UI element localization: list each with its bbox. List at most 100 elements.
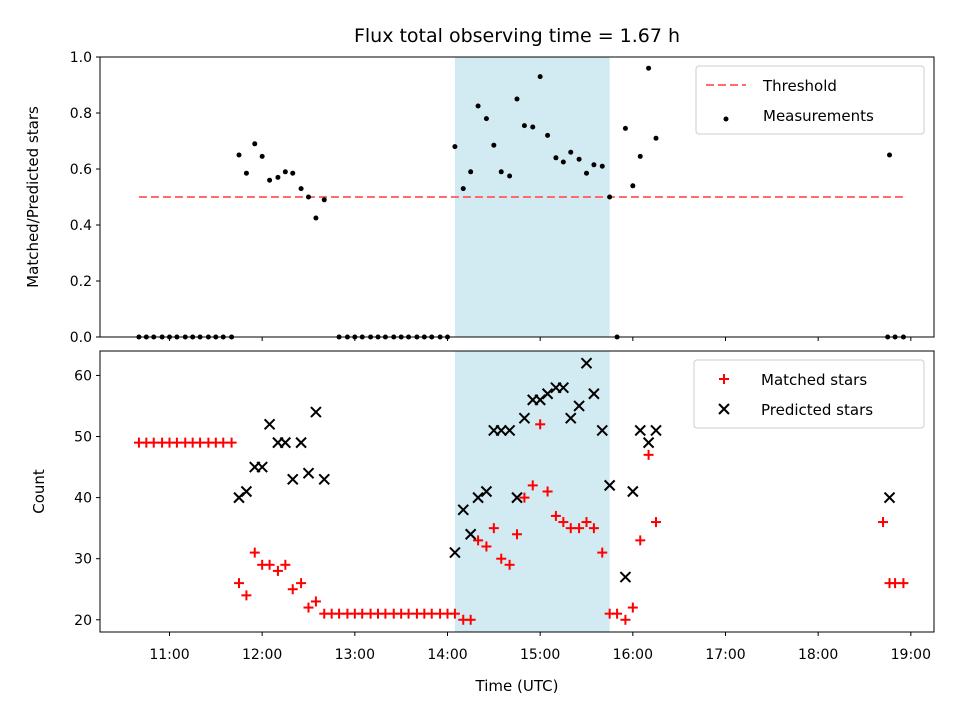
top-point-dot	[576, 156, 582, 162]
bottom-point-plus	[890, 578, 901, 589]
top-point-dot	[460, 186, 466, 192]
bottom-point-x-b	[256, 461, 268, 473]
top-point-dot	[607, 194, 613, 200]
top-point-dot	[321, 197, 327, 203]
bottom-point-x-b	[619, 571, 632, 583]
legend-label: Measurements	[763, 107, 874, 125]
top-point-dot	[298, 186, 304, 192]
bottom-point-plus	[488, 523, 499, 534]
top-point-dot	[530, 124, 536, 130]
bottom-point-x	[240, 485, 253, 498]
top-point-dot	[591, 162, 597, 168]
top-panel: 0.0 0.2 0.4 0.6 0.8 1.0 Matched/Predicted star…	[24, 50, 935, 346]
top-y-tick-label: 0.6	[70, 162, 92, 178]
top-y-tick-label: 0.0	[70, 330, 92, 346]
bottom-point-plus	[550, 510, 561, 521]
legend-predicted-stars-swatch	[718, 403, 730, 415]
bottom-point-plus	[334, 608, 345, 619]
bottom-point-plus	[643, 449, 654, 460]
top-point-dot	[553, 155, 559, 161]
bottom-point-x-b	[279, 436, 292, 449]
bottom-y-tick-label: 60	[74, 368, 92, 384]
bottom-point-x-b	[883, 491, 896, 504]
bottom-point-x-b	[573, 400, 585, 412]
bottom-point-plus	[627, 602, 638, 613]
bottom-point-x	[557, 381, 570, 394]
top-point-dot	[306, 194, 311, 200]
bottom-point-plus	[272, 565, 283, 576]
legend-matched-stars-swatch	[719, 374, 729, 384]
x-tick-label: 15:00	[520, 647, 560, 663]
bottom-point-x	[883, 491, 896, 504]
top-point-dot	[498, 169, 504, 175]
bottom-point-x	[650, 424, 662, 437]
bottom-point-x	[472, 491, 484, 504]
bottom-y-tick-label: 20	[74, 613, 92, 629]
top-y-tick-label: 0.4	[70, 218, 92, 234]
x-tick-label: 16:00	[613, 647, 653, 663]
bottom-point-plus	[449, 608, 460, 619]
bottom-point-x	[603, 479, 616, 492]
bottom-point-x-b	[511, 491, 523, 504]
bottom-point-plus	[635, 535, 646, 546]
bottom-point-plus	[878, 517, 889, 528]
bottom-point-x	[302, 467, 315, 479]
bottom-point-plus	[403, 608, 414, 619]
top-y-tick-label: 0.2	[70, 274, 92, 290]
bottom-legend: Matched stars Predicted stars	[693, 359, 925, 429]
bottom-point-x	[565, 412, 577, 424]
top-point-dot	[468, 169, 474, 175]
bottom-point-x-b	[541, 388, 554, 400]
top-point-dot	[290, 170, 296, 176]
top-legend-box	[695, 65, 925, 135]
bottom-point-x-b	[580, 357, 593, 369]
bottom-point-plus	[519, 492, 530, 503]
bottom-point-x	[634, 424, 646, 437]
bottom-point-x-b	[287, 473, 299, 485]
bottom-point-x-b	[557, 381, 570, 394]
top-point-dot	[267, 177, 273, 183]
top-point-dot	[313, 215, 319, 221]
top-point-dot	[630, 183, 636, 189]
bottom-point-plus	[280, 559, 291, 570]
bottom-point-x	[480, 485, 493, 498]
bottom-point-x	[580, 357, 593, 369]
legend-label: Threshold	[762, 77, 837, 95]
bottom-point-plus	[473, 535, 484, 546]
top-point-dot	[560, 159, 566, 165]
x-tick-label: 12:00	[242, 647, 282, 663]
top-point-dot	[259, 153, 265, 159]
bottom-point-x-b	[642, 436, 655, 449]
bottom-point-x-b	[449, 546, 461, 559]
top-point-dot	[275, 174, 281, 180]
bottom-point-plus	[542, 486, 553, 497]
bottom-point-plus	[527, 480, 538, 491]
bottom-point-x	[588, 388, 600, 400]
bottom-point-x-b	[495, 424, 507, 437]
top-point-dot	[584, 170, 589, 176]
x-tick-label: 17:00	[705, 647, 745, 663]
bottom-point-x	[495, 424, 507, 437]
bottom-point-x-b	[464, 528, 477, 540]
top-point-dot	[599, 163, 605, 169]
bottom-point-x	[573, 400, 585, 412]
top-point-dot	[537, 74, 543, 80]
bottom-observing-span	[454, 351, 610, 632]
x-axis-label: Time (UTC)	[475, 677, 559, 695]
bottom-point-plus	[565, 523, 576, 534]
bottom-legend-box	[693, 359, 925, 429]
bottom-point-plus	[620, 614, 631, 625]
bottom-y-tick-label: 50	[74, 430, 92, 446]
bottom-point-plus	[465, 614, 476, 625]
chart-title: Flux total observing time = 1.67 h	[354, 25, 680, 47]
top-point-dot	[282, 169, 288, 175]
bottom-point-plus	[898, 578, 909, 589]
bottom-point-x-b	[472, 491, 484, 504]
bottom-point-plus	[496, 553, 507, 564]
top-point-dot	[491, 142, 497, 148]
top-point-dot	[483, 116, 489, 122]
bottom-point-x	[457, 504, 469, 516]
top-y-tick-label: 0.8	[70, 106, 92, 122]
bottom-point-x	[310, 406, 322, 418]
bottom-point-plus	[241, 590, 252, 601]
